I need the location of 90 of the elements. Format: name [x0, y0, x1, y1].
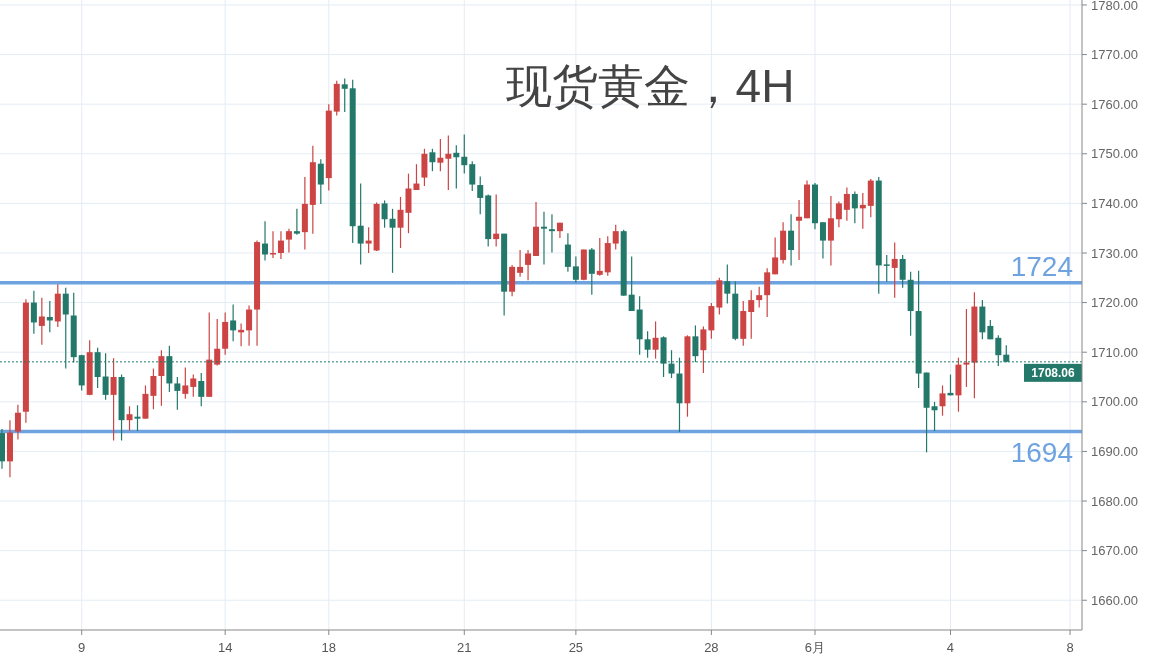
candlestick — [14, 404, 21, 441]
candlestick — [174, 376, 181, 411]
candlestick — [819, 221, 826, 260]
candlestick — [796, 199, 803, 261]
candlestick — [445, 134, 452, 191]
candlestick — [158, 349, 165, 407]
candlestick — [134, 404, 141, 432]
candlestick — [827, 195, 834, 266]
candlestick — [700, 325, 707, 374]
candlestick — [540, 211, 547, 265]
y-tick-label: 1740.00 — [1091, 195, 1138, 211]
ref-line-label: 1694 — [1010, 436, 1073, 468]
y-tick-label: 1720.00 — [1091, 295, 1138, 311]
candlestick — [564, 232, 571, 273]
candlestick — [596, 237, 603, 277]
x-tick-label: 21 — [457, 640, 472, 655]
candlestick — [883, 254, 890, 283]
candlestick — [748, 289, 755, 340]
candlestick — [214, 318, 221, 367]
candlestick — [788, 213, 795, 266]
candlestick — [230, 303, 237, 342]
candlestick — [891, 241, 898, 299]
candlestick — [285, 228, 292, 254]
candlestick — [764, 267, 771, 318]
candlestick — [652, 320, 659, 360]
candlestick — [30, 290, 37, 335]
ref-line-label: 1724 — [1010, 250, 1073, 282]
candlestick — [293, 208, 300, 236]
candlestick — [851, 190, 858, 224]
y-tick-label: 1750.00 — [1091, 146, 1138, 162]
candlestick — [421, 148, 428, 187]
candlestick — [341, 77, 348, 113]
x-tick-label: 8 — [1066, 640, 1074, 655]
candlestick — [277, 230, 284, 260]
candlestick — [548, 213, 555, 254]
y-tick-label: 1660.00 — [1091, 592, 1138, 608]
y-tick-label: 1760.00 — [1091, 96, 1138, 112]
y-tick-label: 1700.00 — [1091, 394, 1138, 410]
candlestick — [963, 308, 970, 388]
x-tick-label: 6月 — [804, 640, 826, 655]
candlestick — [262, 220, 269, 262]
candlestick — [843, 186, 850, 222]
y-tick-label: 1770.00 — [1091, 47, 1138, 63]
candlestick — [126, 405, 133, 432]
y-tick-label: 1730.00 — [1091, 245, 1138, 261]
candlestick — [931, 401, 938, 432]
candlestick — [644, 330, 651, 359]
x-tick-label: 25 — [568, 640, 584, 655]
candlestick — [437, 138, 444, 172]
candlestick — [469, 160, 476, 192]
candlestick — [572, 255, 579, 284]
candlestick — [939, 384, 946, 417]
candlestick — [461, 133, 468, 175]
candlestick — [525, 249, 532, 281]
candlestick — [389, 208, 396, 274]
y-tick-label: 1690.00 — [1091, 443, 1138, 459]
x-tick-label: 18 — [321, 640, 337, 655]
candlestick — [835, 200, 842, 228]
candlestick — [772, 237, 779, 275]
candlestick — [493, 193, 500, 248]
candlestick — [612, 224, 619, 251]
candlestick — [150, 367, 157, 410]
candlestick — [38, 297, 45, 346]
y-tick-label: 1680.00 — [1091, 493, 1138, 509]
candlestick — [756, 286, 763, 309]
candlestick — [477, 176, 484, 215]
candlestick — [365, 226, 372, 254]
y-tick-label: 1670.00 — [1091, 543, 1138, 559]
candlestick — [899, 254, 906, 289]
candlestick — [381, 199, 388, 229]
candlestick — [110, 357, 117, 442]
candlestick — [317, 158, 324, 205]
candlestick — [357, 182, 364, 265]
y-tick-label: 1710.00 — [1091, 344, 1138, 360]
candlestick — [182, 366, 189, 400]
y-tick-label: 1780.00 — [1091, 0, 1138, 13]
candlestick — [198, 372, 205, 407]
text: 现货黄金，4H — [505, 60, 795, 112]
x-tick-label: 14 — [217, 640, 233, 655]
x-tick-label: 28 — [704, 640, 719, 655]
candlestick — [190, 373, 197, 398]
candlestick — [628, 255, 635, 312]
candlestick — [724, 263, 731, 305]
candlestick — [246, 304, 253, 347]
x-tick-label: 4 — [946, 640, 955, 655]
candlestick — [429, 148, 436, 172]
candlestick — [517, 249, 524, 278]
ref-line-label: 1708.06 — [1031, 366, 1076, 381]
x-tick-label: 9 — [78, 640, 86, 655]
candlestick — [413, 163, 420, 191]
